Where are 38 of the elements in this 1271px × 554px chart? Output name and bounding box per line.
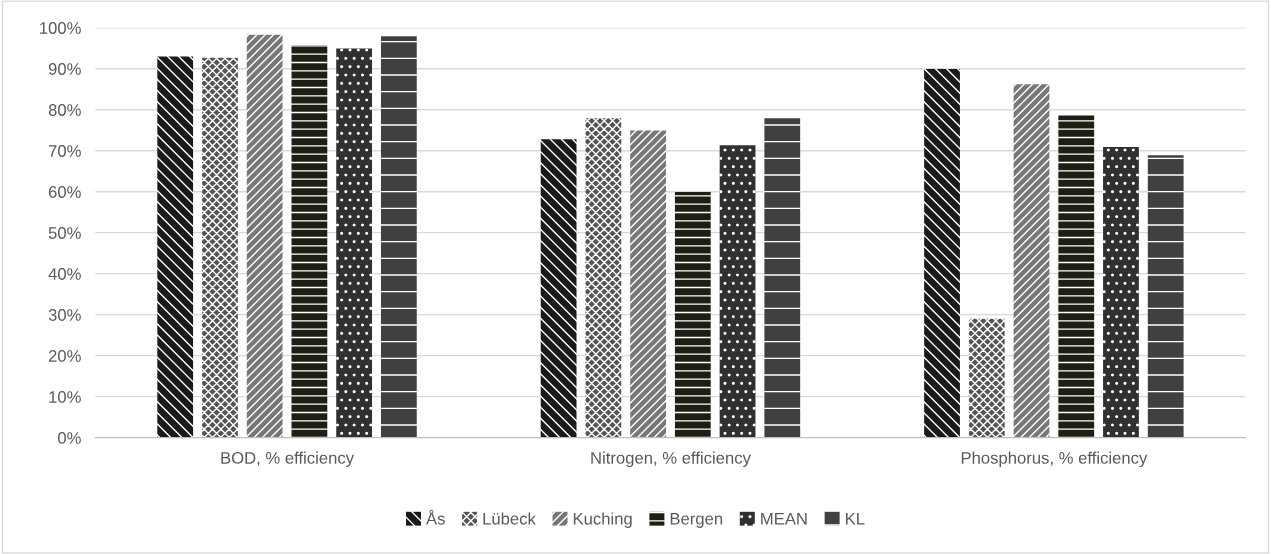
bar bbox=[630, 130, 666, 438]
bar bbox=[968, 318, 1005, 438]
bar bbox=[380, 36, 417, 438]
bar bbox=[1013, 84, 1050, 438]
y-tick-label: 90% bbox=[48, 63, 81, 75]
bar bbox=[202, 57, 238, 438]
bar bbox=[1058, 115, 1095, 438]
x-tick-label: Phosphorus, % efficiency bbox=[961, 451, 1148, 468]
legend-label: Lübeck bbox=[483, 512, 536, 525]
x-tick-label: BOD, % efficiency bbox=[221, 451, 355, 468]
bar bbox=[336, 48, 373, 438]
legend-label: Ås bbox=[426, 509, 445, 525]
y-tick-label: 80% bbox=[48, 104, 81, 116]
legend-label: Kuching bbox=[573, 512, 632, 528]
y-tick-label: 10% bbox=[49, 391, 81, 403]
legend-label: Bergen bbox=[670, 513, 723, 528]
bar bbox=[764, 118, 801, 438]
bar bbox=[585, 118, 622, 438]
bar bbox=[246, 34, 283, 438]
y-tick-label: 100% bbox=[40, 22, 81, 34]
bar bbox=[719, 145, 756, 438]
bar bbox=[674, 192, 711, 438]
bar bbox=[924, 69, 960, 438]
bar bbox=[540, 139, 577, 438]
bar bbox=[291, 44, 328, 438]
y-tick-label: 70% bbox=[48, 145, 81, 157]
y-tick-label: 50% bbox=[48, 227, 81, 239]
y-tick-label: 20% bbox=[48, 350, 81, 362]
y-tick-label: 60% bbox=[48, 186, 81, 198]
legend-label: KL bbox=[846, 513, 865, 525]
y-tick-label: 40% bbox=[48, 268, 81, 280]
x-tick-label: Nitrogen, % efficiency bbox=[591, 451, 751, 468]
legend-label: MEAN bbox=[761, 513, 807, 525]
bar bbox=[157, 56, 194, 438]
y-tick-label: 30% bbox=[48, 309, 81, 321]
bar bbox=[1103, 147, 1139, 438]
y-tick-label: 0% bbox=[58, 432, 81, 444]
bar bbox=[1147, 155, 1184, 438]
